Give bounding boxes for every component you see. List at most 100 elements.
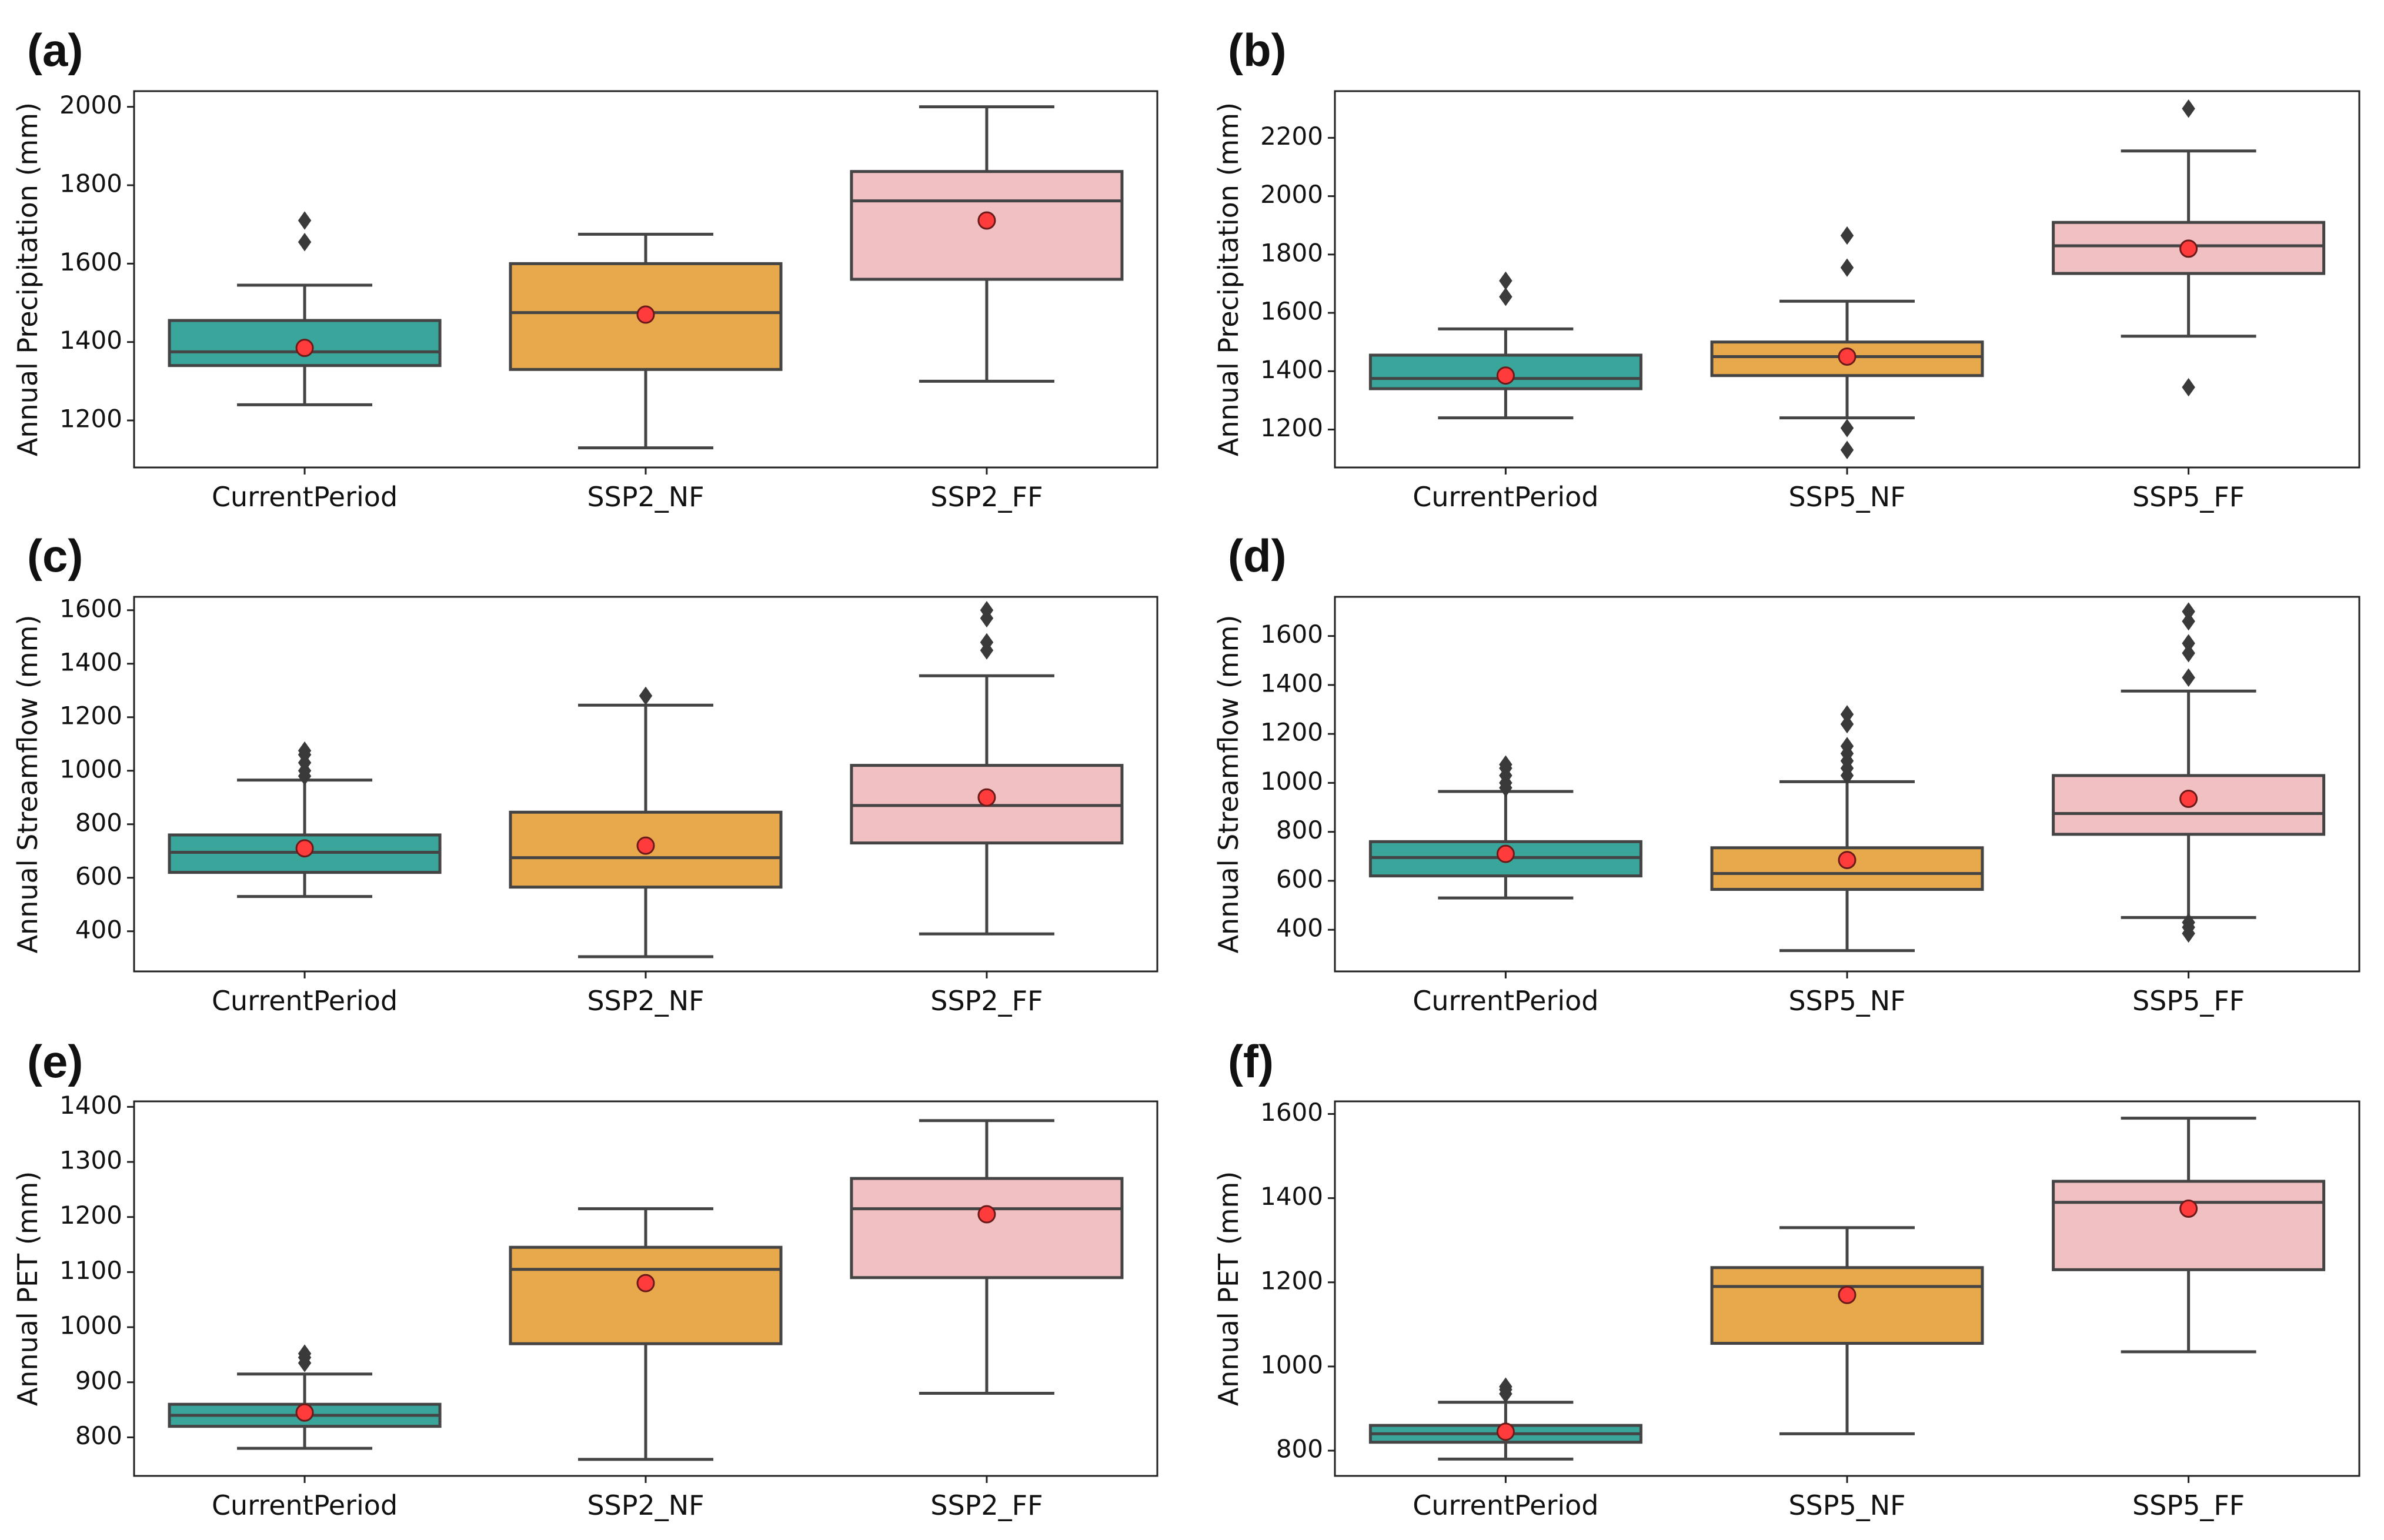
mean-marker	[1496, 844, 1515, 863]
iqr-box	[1710, 1266, 1984, 1345]
box-SSP5_FF	[2052, 1117, 2326, 1354]
mean-marker	[1838, 347, 1857, 366]
x-tick-label: CurrentPeriod	[1413, 1489, 1598, 1521]
outlier-point	[2182, 668, 2195, 687]
mean-marker	[977, 788, 996, 807]
mean-marker	[2179, 789, 2198, 808]
mean-marker	[295, 339, 314, 358]
outlier-point	[1840, 226, 1854, 245]
panel-c: (c) 400 600 800 1000 1200 1400 1600 Annual Strea…	[12, 530, 1158, 1017]
mean-marker	[295, 1403, 314, 1422]
outlier-point	[2182, 612, 2195, 631]
mean-marker	[2179, 239, 2198, 258]
iqr-box	[509, 1245, 783, 1345]
y-tick-label: 1300	[59, 1146, 122, 1175]
outlier-point	[2182, 913, 2195, 932]
y-tick-label: 2000	[59, 91, 122, 119]
x-tick-label: SSP5_FF	[2132, 1489, 2245, 1521]
plot-frame	[1334, 1100, 2360, 1477]
mean-marker	[1496, 366, 1515, 385]
y-tick-label: 2200	[1260, 122, 1323, 151]
mean-marker	[1496, 1422, 1515, 1441]
outlier-point	[2182, 634, 2195, 653]
mean-marker	[977, 211, 996, 230]
plot-frame	[1334, 90, 2360, 469]
outlier-point	[1840, 705, 1854, 724]
panel-label: (f)	[1228, 1035, 1274, 1087]
y-tick-label: 1000	[59, 754, 122, 783]
outlier-point	[2182, 644, 2195, 663]
outlier-point	[1840, 258, 1854, 277]
outlier-point	[1840, 714, 1854, 734]
y-tick-label: 1400	[1260, 355, 1323, 384]
box-SSP5_NF	[1710, 705, 1984, 953]
y-tick-label: 800	[1276, 816, 1323, 844]
box-SSP2_NF	[509, 1207, 783, 1461]
box-SSP5_FF	[2052, 602, 2326, 943]
y-tick-label: 1400	[59, 647, 122, 676]
box-SSP5_NF	[1710, 1226, 1984, 1435]
box-SSP2_FF	[850, 105, 1124, 383]
outlier-point	[1499, 755, 1512, 774]
outlier-point	[298, 1344, 312, 1363]
box-CurrentPeriod	[1368, 755, 1642, 900]
panel-f: (f) 800 1000 1200 1400 1600 Annual PET (mm) Cur…	[1213, 1035, 2360, 1521]
plot-frame	[133, 90, 1158, 469]
y-axis-label: Annual Precipitation (mm)	[12, 102, 44, 456]
iqr-box	[168, 319, 442, 368]
panel-label: (c)	[27, 530, 83, 582]
y-tick-label: 900	[75, 1366, 122, 1395]
mean-marker	[295, 839, 314, 858]
y-tick-label: 1600	[1260, 1098, 1323, 1127]
x-tick-label: SSP2_NF	[587, 1489, 704, 1521]
x-tick-label: SSP2_FF	[930, 481, 1043, 513]
box-CurrentPeriod	[168, 1344, 442, 1450]
mean-marker	[1838, 851, 1857, 870]
y-tick-label: 1000	[1260, 1350, 1323, 1379]
plot-frame	[133, 1100, 1158, 1477]
panel-b: (b) 1200 1400 1600 1800 2000 2200 Annual Precip…	[1213, 24, 2360, 513]
y-tick-label: 600	[1276, 864, 1323, 893]
box-SSP5_FF	[2052, 99, 2326, 397]
outlier-point	[639, 686, 653, 706]
mean-marker	[1838, 1285, 1857, 1304]
outlier-point	[1499, 1377, 1512, 1396]
y-tick-label: 1600	[59, 248, 122, 276]
outlier-point	[2182, 602, 2195, 621]
y-axis-label: Annual PET (mm)	[1213, 1171, 1244, 1407]
y-tick-label: 800	[75, 1421, 122, 1450]
y-tick-label: 1800	[1260, 238, 1323, 267]
outlier-point	[298, 211, 312, 230]
x-tick-label: CurrentPeriod	[1413, 985, 1598, 1017]
outlier-point	[298, 741, 312, 760]
x-tick-label: SSP5_FF	[2132, 985, 2245, 1017]
y-axis-label: Annual Streamflow (mm)	[1213, 615, 1244, 954]
mean-marker	[636, 836, 655, 855]
x-tick-label: SSP2_NF	[587, 481, 704, 513]
panel-label: (d)	[1228, 530, 1287, 582]
iqr-box	[2052, 221, 2326, 275]
panel-d: (d) 400 600 800 1000 1200 1400 1600 Annual Strea…	[1213, 530, 2360, 1017]
panel-e: (e) 800 900 1000 1100 1200 1300 1400 Annual PET …	[12, 1035, 1158, 1521]
plot-frame	[1334, 596, 2360, 973]
y-tick-label: 1400	[59, 1091, 122, 1120]
y-tick-label: 1200	[59, 1201, 122, 1230]
iqr-box	[850, 1177, 1124, 1280]
outlier-point	[1499, 288, 1512, 306]
y-tick-label: 1100	[59, 1256, 122, 1285]
outlier-point	[298, 232, 312, 252]
mean-marker	[636, 1274, 655, 1292]
box-SSP2_FF	[850, 1119, 1124, 1395]
y-axis-label: Annual Precipitation (mm)	[1213, 102, 1244, 456]
y-tick-label: 1400	[59, 326, 122, 355]
y-tick-label: 1200	[59, 405, 122, 433]
x-tick-label: SSP5_NF	[1788, 1489, 1905, 1521]
outlier-point	[980, 633, 994, 652]
x-tick-label: CurrentPeriod	[1413, 481, 1598, 513]
box-CurrentPeriod	[168, 211, 442, 406]
outlier-point	[1840, 440, 1854, 459]
y-tick-label: 400	[1276, 914, 1323, 943]
y-tick-label: 400	[75, 915, 122, 944]
x-tick-label: CurrentPeriod	[212, 1489, 398, 1521]
panel-label: (e)	[27, 1035, 83, 1087]
